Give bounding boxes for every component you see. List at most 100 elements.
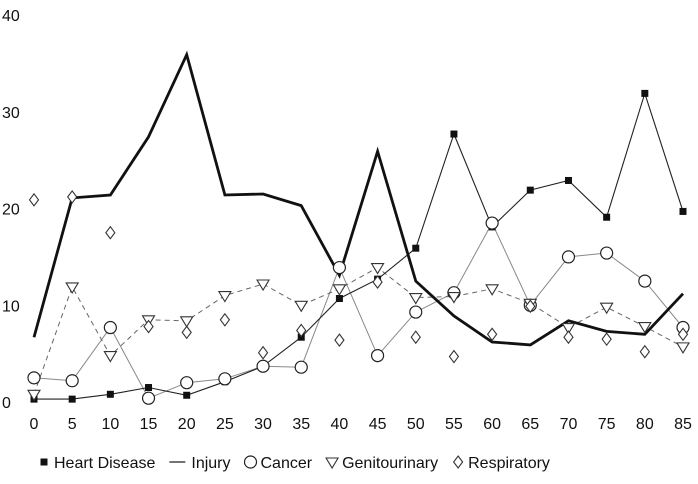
data-point-heart-disease bbox=[145, 384, 153, 392]
data-point-genitourinary bbox=[179, 316, 194, 328]
data-point-heart-disease bbox=[183, 391, 191, 399]
data-point-cancer bbox=[256, 359, 270, 373]
x-tick-label: 55 bbox=[445, 416, 463, 433]
y-tick-label: 40 bbox=[2, 8, 20, 25]
data-point-cancer bbox=[485, 216, 499, 230]
legend-label: Respiratory bbox=[468, 455, 550, 472]
data-point-genitourinary bbox=[332, 284, 347, 296]
data-point-genitourinary bbox=[561, 322, 576, 335]
data-point-cancer bbox=[370, 348, 385, 363]
y-tick-label: 30 bbox=[2, 105, 20, 122]
legend-marker-icon bbox=[243, 455, 258, 469]
x-axis-tick-labels: 0 5 10 15 20 25 30 35 40 45 50 55 60 65 70 75 80 85 bbox=[30, 416, 692, 433]
legend-item-cancer: Cancer bbox=[243, 455, 313, 472]
data-point-heart-disease bbox=[68, 395, 76, 403]
data-point-respiratory bbox=[410, 330, 421, 345]
y-tick-label: 0 bbox=[2, 395, 11, 412]
data-point-respiratory bbox=[28, 192, 40, 207]
x-tick-label: 35 bbox=[292, 416, 310, 433]
data-point-cancer bbox=[27, 371, 41, 385]
x-tick-label: 40 bbox=[331, 416, 349, 433]
data-point-respiratory bbox=[181, 325, 192, 340]
x-tick-label: 45 bbox=[369, 416, 387, 433]
data-point-genitourinary bbox=[599, 302, 614, 315]
data-point-cancer bbox=[409, 305, 423, 319]
x-tick-label: 20 bbox=[178, 416, 196, 433]
data-point-heart-disease bbox=[564, 176, 572, 184]
data-point-heart-disease bbox=[412, 244, 420, 252]
series-line-genitourinary bbox=[33, 267, 684, 395]
data-point-genitourinary bbox=[294, 300, 309, 313]
legend-marker-icon bbox=[452, 455, 464, 469]
x-tick-label: 25 bbox=[216, 416, 234, 433]
data-point-heart-disease bbox=[641, 89, 649, 97]
data-point-cancer bbox=[332, 260, 347, 275]
legend-item-genitourinary: Genitourinary bbox=[325, 455, 438, 472]
series-markers bbox=[27, 89, 690, 405]
legend-marker-icon bbox=[325, 457, 340, 470]
x-tick-label: 75 bbox=[598, 416, 616, 433]
data-point-respiratory bbox=[296, 323, 307, 338]
data-point-cancer bbox=[600, 246, 614, 260]
data-point-genitourinary bbox=[370, 262, 385, 275]
legend-label: Genitourinary bbox=[342, 455, 438, 472]
data-point-cancer bbox=[638, 274, 652, 288]
legend-marker-icon bbox=[40, 458, 48, 466]
data-point-cancer bbox=[180, 376, 194, 390]
data-point-genitourinary bbox=[103, 351, 118, 363]
data-point-genitourinary bbox=[676, 342, 690, 354]
legend-item-injury: Injury bbox=[169, 455, 231, 472]
x-tick-label: 80 bbox=[636, 416, 654, 433]
data-point-respiratory bbox=[105, 225, 116, 240]
data-point-respiratory bbox=[219, 312, 231, 327]
data-point-genitourinary bbox=[485, 284, 500, 296]
data-point-respiratory bbox=[448, 349, 460, 364]
legend-item-heart-disease: Heart Disease bbox=[40, 455, 155, 472]
legend: Heart Disease Injury Cancer Genitourinary Re… bbox=[40, 455, 550, 472]
data-point-respiratory bbox=[525, 299, 536, 314]
data-point-cancer bbox=[294, 360, 308, 374]
data-point-genitourinary bbox=[27, 389, 41, 402]
data-point-heart-disease bbox=[106, 390, 114, 398]
series-lines bbox=[32, 50, 685, 400]
data-point-respiratory bbox=[639, 344, 651, 359]
legend-label: Injury bbox=[191, 455, 230, 472]
data-point-genitourinary bbox=[65, 282, 80, 294]
data-point-heart-disease bbox=[335, 295, 343, 303]
legend-label: Cancer bbox=[261, 455, 313, 472]
data-point-heart-disease bbox=[450, 130, 458, 138]
x-tick-label: 10 bbox=[101, 416, 119, 433]
data-point-respiratory bbox=[334, 333, 345, 348]
data-point-genitourinary bbox=[446, 292, 461, 304]
series-line-heart-disease bbox=[34, 91, 684, 400]
data-point-cancer bbox=[561, 250, 576, 264]
data-point-respiratory bbox=[372, 275, 383, 289]
legend-item-respiratory: Respiratory bbox=[452, 455, 550, 472]
x-tick-label: 50 bbox=[407, 416, 425, 433]
y-tick-label: 10 bbox=[2, 298, 20, 315]
data-point-genitourinary bbox=[637, 322, 652, 334]
y-tick-label: 20 bbox=[2, 202, 20, 219]
data-point-cancer bbox=[141, 391, 156, 405]
data-point-respiratory bbox=[257, 345, 269, 360]
x-tick-label: 85 bbox=[674, 416, 692, 433]
x-tick-label: 0 bbox=[30, 416, 39, 433]
data-point-genitourinary bbox=[408, 292, 423, 305]
data-point-genitourinary bbox=[217, 291, 232, 303]
data-point-heart-disease bbox=[679, 207, 687, 215]
data-point-genitourinary bbox=[256, 279, 271, 292]
data-point-heart-disease bbox=[526, 186, 534, 194]
legend-label: Heart Disease bbox=[54, 455, 155, 472]
x-tick-label: 30 bbox=[254, 416, 272, 433]
data-point-cancer bbox=[218, 372, 232, 386]
data-point-respiratory bbox=[563, 330, 574, 345]
x-tick-label: 60 bbox=[483, 416, 501, 433]
data-point-respiratory bbox=[486, 327, 498, 342]
x-tick-label: 5 bbox=[68, 416, 77, 433]
data-point-respiratory bbox=[143, 319, 154, 334]
series-line-cancer bbox=[33, 221, 684, 399]
series-line-injury bbox=[32, 50, 685, 347]
data-point-heart-disease bbox=[603, 213, 611, 221]
data-point-respiratory bbox=[601, 332, 612, 347]
